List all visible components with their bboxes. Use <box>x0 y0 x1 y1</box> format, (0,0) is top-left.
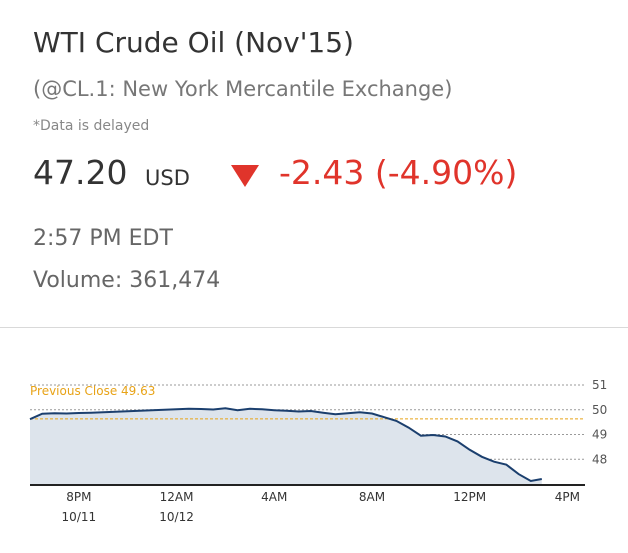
y-axis-ticks: 51 50 49 48 <box>592 378 607 466</box>
section-divider <box>0 327 628 328</box>
x-tick-label: 4PM <box>555 490 580 504</box>
price-area-fill <box>30 408 542 484</box>
y-tick-label: 50 <box>592 403 607 417</box>
x-tick-date-label: 10/12 <box>159 510 194 524</box>
x-tick-label: 4AM <box>261 490 287 504</box>
y-tick-label: 48 <box>592 452 607 466</box>
volume-text: Volume: 361,474 <box>33 268 221 293</box>
previous-close-label: Previous Close 49.63 <box>30 384 155 398</box>
x-tick-date-label: 10/11 <box>62 510 97 524</box>
x-tick-label: 8AM <box>359 490 385 504</box>
intraday-chart: Previous Close 49.63 51 50 49 48 8PM 10/11 12… <box>29 378 607 524</box>
exchange-subtitle: (@CL.1: New York Mercantile Exchange) <box>33 77 453 101</box>
last-price: 47.20 <box>33 153 128 192</box>
price-change: -2.43 (-4.90%) <box>279 153 518 192</box>
delayed-note: *Data is delayed <box>33 118 150 134</box>
price-line <box>29 407 542 483</box>
x-axis-ticks: 8PM 10/11 12AM 10/12 4AM 8AM 12PM 4PM <box>62 490 580 524</box>
quote-time: 2:57 PM EDT <box>33 226 173 251</box>
currency-label: USD <box>145 166 190 190</box>
instrument-title: WTI Crude Oil (Nov'15) <box>33 26 354 59</box>
down-triangle-icon <box>231 165 259 187</box>
y-tick-label: 49 <box>592 428 607 442</box>
x-tick-label: 12AM <box>160 490 194 504</box>
y-tick-label: 51 <box>592 378 607 392</box>
x-tick-label: 8PM <box>66 490 91 504</box>
x-tick-label: 12PM <box>453 490 486 504</box>
